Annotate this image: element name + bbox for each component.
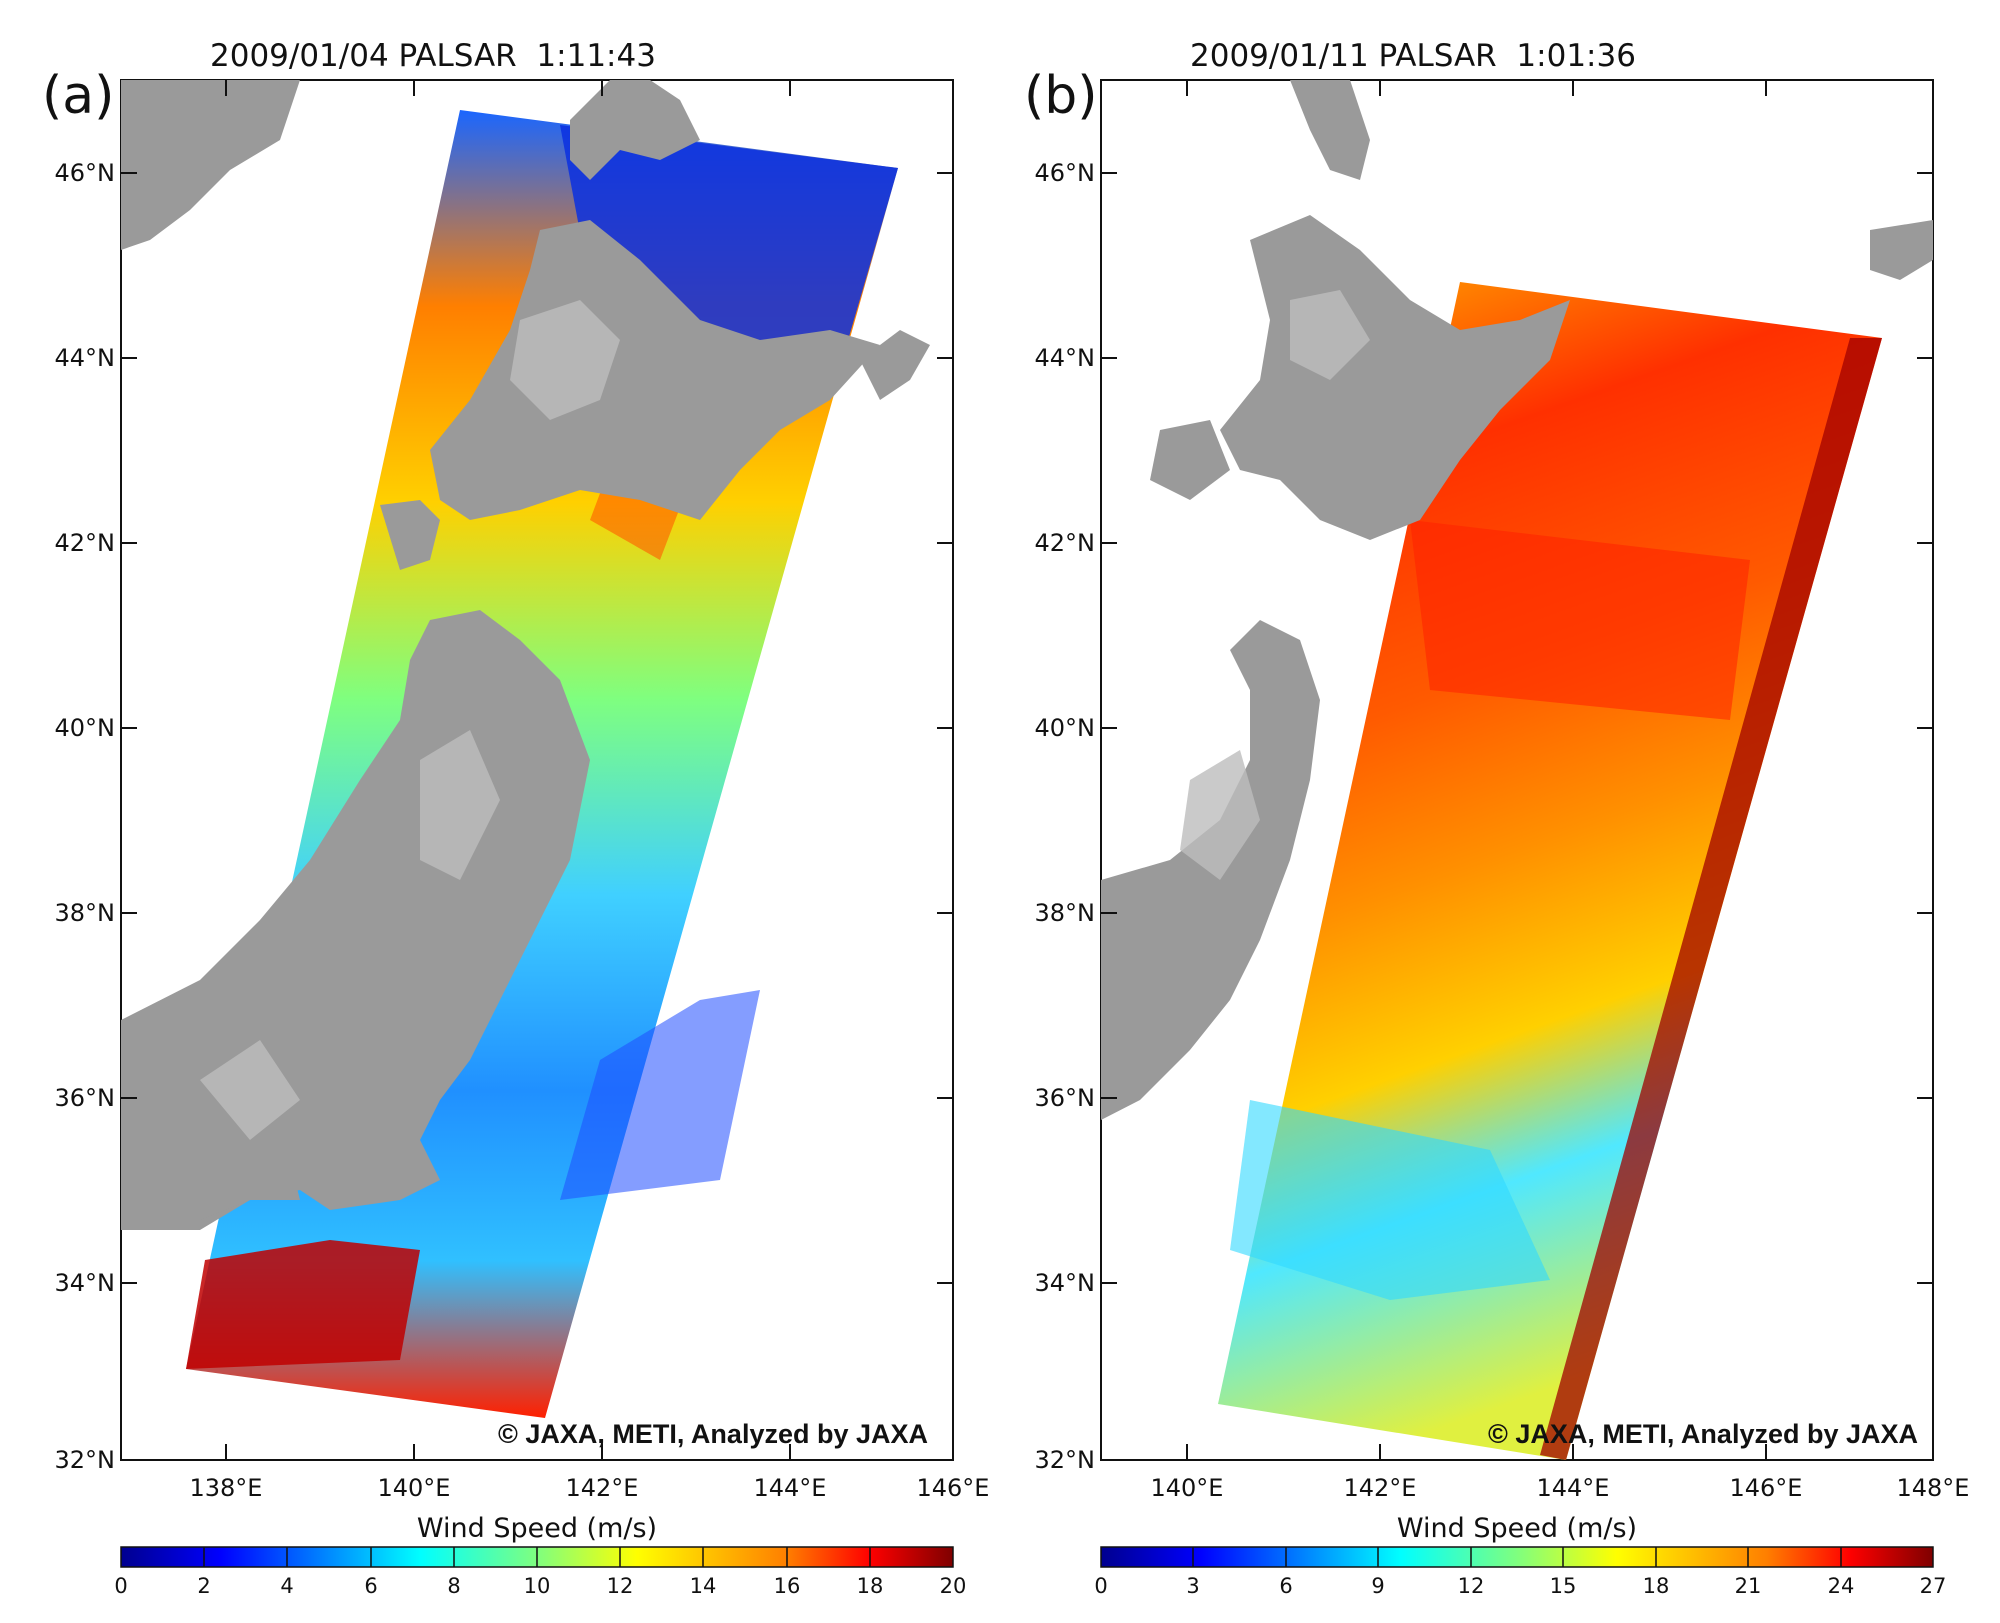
lat-label: 40°N [1035,714,1096,742]
swath-high-wind-region [1410,520,1750,720]
land-sakhalin-asia [121,80,300,250]
colorbar-tick-label: 21 [1735,1574,1762,1598]
panel-title: 2009/01/11 PALSAR 1:01:36 [1190,38,1636,74]
land-kuril [860,330,930,400]
colorbar-tick-label: 4 [280,1574,293,1598]
colorbar-title: Wind Speed (m/s) [417,1513,657,1544]
map-svg: 46°N 44°N 42°N 40°N 38°N 36°N 34°N 32°N … [55,79,989,1598]
lon-label: 138°E [190,1474,263,1502]
land-oshima [1150,420,1230,500]
swath-low-wind-region [1230,1100,1550,1300]
colorbar-tick-label: 16 [774,1574,801,1598]
colorbar-tick-label: 18 [857,1574,884,1598]
land-hokkaido [430,220,880,520]
lat-label: 42°N [55,529,116,557]
colorbar-tick-label: 20 [940,1574,967,1598]
colorbar-tick-label: 12 [607,1574,634,1598]
map-svg: 46°N 44°N 42°N 40°N 38°N 36°N 34°N 32°N … [1035,79,1970,1598]
colorbar-ticks [1192,1547,1842,1567]
lon-label: 148°E [1897,1474,1970,1502]
colorbar-title: Wind Speed (m/s) [1397,1513,1637,1544]
lat-label: 44°N [1035,344,1096,372]
map-panel-a: (a) 2009/01/04 PALSAR 1:11:43 [0,0,989,1623]
lat-label: 46°N [55,159,116,187]
land-oshima [380,500,440,570]
lon-label: 144°E [754,1474,827,1502]
lat-label: 38°N [1035,899,1096,927]
lat-label: 38°N [55,899,116,927]
lat-ticks [1101,172,1933,1284]
swath-high-wind-edge [1540,338,1882,1460]
lon-label: 142°E [1344,1474,1417,1502]
lat-label: 34°N [1035,1269,1096,1297]
land-kuril [1870,220,1933,280]
lon-label: 146°E [917,1474,990,1502]
swath-wind-feature [560,990,760,1200]
colorbar-tick-label: 2 [197,1574,210,1598]
land-sakhalin [1290,80,1370,180]
lon-label: 142°E [566,1474,639,1502]
colorbar-tick-label: 6 [364,1574,377,1598]
panel-title: 2009/01/04 PALSAR 1:11:43 [210,38,656,74]
copyright-notice: © JAXA, METI, Analyzed by JAXA [498,1419,928,1449]
swath-high-wind-region [186,1240,420,1369]
colorbar-tick-label: 8 [447,1574,460,1598]
lat-label: 42°N [1035,529,1096,557]
colorbar-tick-label: 10 [524,1574,551,1598]
panel-tag: (a) [42,66,115,126]
lat-label: 44°N [55,344,116,372]
colorbar-ticks [203,1547,871,1567]
lon-ticks [1186,80,1767,1460]
colorbar [1100,1546,1934,1568]
lat-label: 32°N [1035,1446,1096,1474]
lat-label: 36°N [1035,1084,1096,1112]
lat-label: 36°N [55,1084,116,1112]
terrain-highlights [1180,290,1370,880]
terrain-highlights [200,300,620,1140]
colorbar-tick-label: 0 [114,1574,127,1598]
colorbar-tick-label: 14 [690,1574,717,1598]
colorbar-tick-label: 3 [1186,1574,1199,1598]
colorbar-tick-label: 6 [1279,1574,1292,1598]
land-hokkaido [1220,215,1570,540]
land-sakhalin-south [570,80,700,180]
colorbar-tick-label: 24 [1828,1574,1855,1598]
colorbar-tick-label: 0 [1094,1574,1107,1598]
lat-label: 32°N [55,1446,116,1474]
lat-ticks [121,172,953,1284]
lat-label: 46°N [1035,159,1096,187]
colorbar-tick-label: 27 [1920,1574,1947,1598]
lat-label: 34°N [55,1269,116,1297]
lon-label: 146°E [1730,1474,1803,1502]
panel-tag: (b) [1024,66,1098,126]
lon-label: 140°E [378,1474,451,1502]
colorbar-tick-label: 15 [1550,1574,1577,1598]
colorbar-tick-label: 9 [1371,1574,1384,1598]
land-izu [200,1150,300,1220]
colorbar-tick-label: 18 [1643,1574,1670,1598]
lat-label: 40°N [55,714,116,742]
lon-label: 140°E [1151,1474,1224,1502]
lon-ticks [225,80,791,1460]
lon-label: 144°E [1537,1474,1610,1502]
copyright-notice: © JAXA, METI, Analyzed by JAXA [1488,1419,1918,1449]
colorbar-tick-label: 12 [1458,1574,1485,1598]
map-panel-b: (b) 2009/01/11 PALSAR 1:01:36 [990,0,2000,1623]
